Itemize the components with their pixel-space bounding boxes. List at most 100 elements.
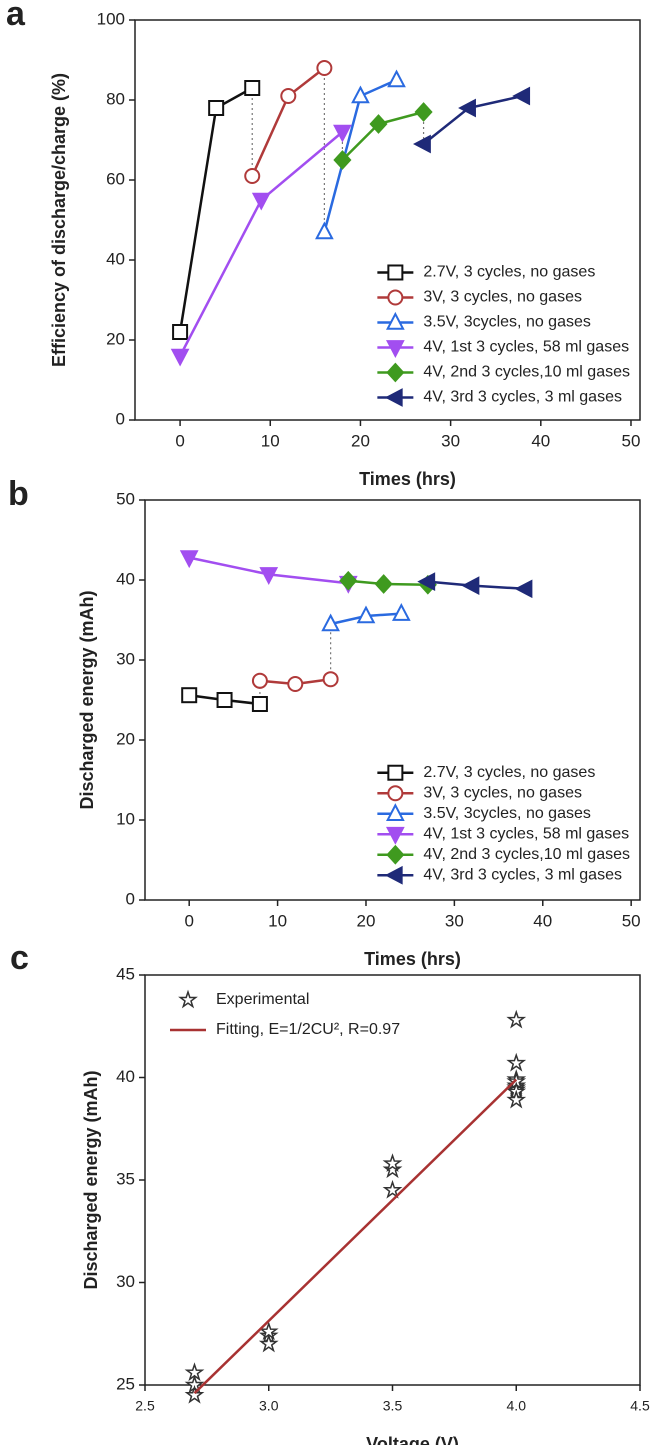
- legend-label: 4V, 2nd 3 cycles,10 ml gases: [423, 846, 630, 863]
- legend-label: 3.5V, 3cycles, no gases: [423, 314, 591, 331]
- y-tick-label: 30: [116, 649, 135, 668]
- y-tick-label: 10: [116, 809, 135, 828]
- marker: [259, 567, 279, 585]
- panel-label: c: [10, 939, 29, 977]
- x-tick-label: 30: [441, 431, 460, 450]
- legend-label: 3.5V, 3cycles, no gases: [423, 805, 591, 822]
- marker: [461, 576, 480, 595]
- y-tick-label: 40: [116, 1067, 135, 1086]
- y-tick-label: 20: [116, 729, 135, 748]
- x-tick-label: 30: [445, 911, 464, 930]
- marker: [251, 672, 268, 689]
- x-tick-label: 40: [531, 431, 550, 450]
- marker: [413, 134, 431, 154]
- marker: [387, 69, 406, 88]
- x-tick-label: 10: [268, 911, 287, 930]
- marker: [391, 603, 411, 621]
- chart-panel: b 0 10 20 30 40 50 0 10 20 30 40 50 Times (hrs) Discha…: [8, 475, 641, 969]
- y-tick-label: 80: [106, 89, 125, 108]
- plot-frame: [134, 19, 641, 421]
- marker: [322, 671, 339, 688]
- marker: [387, 289, 404, 306]
- marker: [356, 605, 376, 624]
- marker: [506, 1089, 527, 1109]
- marker: [251, 696, 268, 712]
- marker: [386, 340, 405, 359]
- x-tick-label: 40: [533, 911, 552, 930]
- marker: [387, 785, 404, 802]
- marker: [208, 100, 225, 116]
- x-tick-label: 20: [351, 431, 370, 450]
- marker: [387, 264, 404, 281]
- marker: [386, 844, 405, 865]
- marker: [287, 676, 304, 692]
- marker: [458, 98, 476, 118]
- marker: [382, 1159, 403, 1179]
- legend: 2.7V, 3 cycles, no gases 3V, 3 cycles, no…: [377, 764, 630, 885]
- marker: [316, 60, 333, 76]
- marker: [387, 764, 404, 781]
- marker: [244, 168, 261, 184]
- legend-label: 3V, 3 cycles, no gases: [423, 289, 582, 306]
- marker: [417, 572, 436, 591]
- marker: [258, 1333, 279, 1353]
- y-tick-label: 20: [106, 329, 125, 348]
- legend-label: 2.7V, 3 cycles, no gases: [423, 264, 595, 281]
- y-axis-title: Efficiency of discharge/charge (%): [49, 73, 69, 367]
- marker: [386, 826, 405, 845]
- x-tick-label: 0: [175, 431, 184, 450]
- y-tick-label: 30: [116, 1272, 135, 1291]
- marker: [512, 86, 531, 106]
- marker: [506, 1009, 527, 1029]
- y-tick-label: 40: [106, 249, 125, 268]
- marker: [382, 1179, 403, 1199]
- y-tick-label: 100: [97, 9, 125, 28]
- marker: [514, 579, 533, 599]
- chart-panel: a 0 10 20 30 40 50 0 20 40 60 80 100 Times (hrs) Effic…: [6, 0, 641, 489]
- marker: [333, 124, 352, 143]
- legend: 2.7V, 3 cycles, no gases 3V, 3 cycles, no…: [377, 264, 630, 407]
- marker: [280, 88, 297, 104]
- legend-label: 2.7V, 3 cycles, no gases: [423, 764, 595, 781]
- legend-label: 4V, 1st 3 cycles, 58 ml gases: [423, 339, 629, 356]
- x-tick-label: 50: [622, 911, 641, 930]
- x-tick-label: 4.0: [507, 1398, 527, 1414]
- panel-label: a: [6, 0, 26, 33]
- x-tick-label: 4.5: [630, 1398, 650, 1414]
- marker: [386, 803, 405, 822]
- marker: [414, 102, 433, 122]
- marker: [333, 150, 352, 170]
- marker: [339, 570, 358, 591]
- y-tick-label: 0: [126, 889, 135, 908]
- legend-label: Experimental: [216, 991, 309, 1008]
- chart-panel: c 2.5 3.0 3.5 4.0 4.5 25 30 35 40 45 Voltage (V) Dis…: [10, 939, 650, 1445]
- x-tick-label: 10: [261, 431, 280, 450]
- marker: [382, 1153, 403, 1173]
- marker: [384, 388, 403, 407]
- y-tick-label: 0: [116, 409, 125, 428]
- series-line: [251, 67, 326, 177]
- y-tick-label: 40: [116, 569, 135, 588]
- legend-label: 3V, 3 cycles, no gases: [423, 784, 582, 801]
- y-tick-label: 60: [106, 169, 125, 188]
- y-tick-label: 25: [116, 1374, 135, 1393]
- x-axis-title: Times (hrs): [359, 469, 456, 489]
- marker: [172, 324, 189, 340]
- legend-label: 4V, 2nd 3 cycles,10 ml gases: [423, 364, 630, 381]
- y-axis-title: Discharged energy (mAh): [81, 1070, 101, 1289]
- marker: [178, 989, 198, 1009]
- y-tick-label: 35: [116, 1169, 135, 1188]
- series-line: [178, 86, 253, 333]
- marker: [386, 311, 405, 330]
- marker: [369, 114, 388, 134]
- marker: [386, 362, 405, 383]
- legend-label: 4V, 3rd 3 cycles, 3 ml gases: [423, 389, 622, 406]
- panel-label: b: [8, 475, 29, 513]
- marker: [321, 613, 340, 632]
- marker: [384, 865, 403, 885]
- x-tick-label: 50: [622, 431, 641, 450]
- marker: [315, 221, 334, 240]
- marker: [351, 85, 370, 104]
- x-tick-label: 20: [357, 911, 376, 930]
